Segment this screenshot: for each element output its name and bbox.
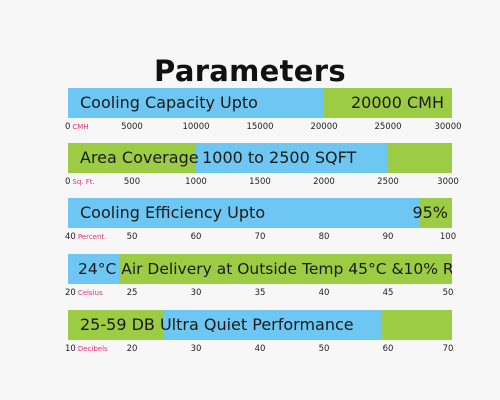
tick-label: 50: [126, 232, 138, 242]
tick-label: 20: [126, 344, 138, 354]
parameter-label: Cooling Capacity Upto: [80, 93, 258, 112]
bar-segment: [388, 143, 452, 173]
parameter-row: 25-59 DB Ultra Quiet Performance 10 Decibe…: [0, 310, 500, 362]
bar-segment: [68, 310, 164, 340]
tick-label: 20 Celsius: [65, 288, 103, 298]
tick-label: 5000: [121, 122, 143, 132]
bar-segment: [164, 310, 382, 340]
tick-label: 3000: [437, 177, 459, 187]
tick-label-value: 10: [65, 344, 76, 354]
tick-label: 100: [439, 232, 457, 242]
tick-label: 35: [254, 288, 266, 298]
tick-label: 45: [382, 288, 394, 298]
parameter-label: Cooling Efficiency Upto: [80, 203, 266, 222]
unit-label: Celsius: [77, 289, 103, 297]
tick-label: 60: [190, 232, 202, 242]
tick-label: 40: [318, 288, 330, 298]
tick-label: 0 Sq. Ft.: [65, 177, 95, 187]
page-title: Parameters: [154, 54, 346, 88]
parameter-row: Cooling Efficiency Upto 95% 40 Percent. 50 60…: [0, 198, 500, 250]
tick-label: 25000: [374, 122, 402, 132]
bar-segment: [68, 143, 196, 173]
bar-segment: [324, 88, 452, 118]
bar-segment: [381, 310, 452, 340]
axis-ticks: 0 Sq. Ft. 500 1000 1500 2000 2500 3000: [0, 177, 500, 191]
parameter-bar: Area Coverage 1000 to 2500 SQFT: [68, 143, 452, 173]
parameter-label: Area Coverage: [80, 148, 199, 167]
tick-label-value: 0: [65, 177, 71, 187]
unit-label: Decibels: [77, 345, 108, 353]
tick-label: 2500: [377, 177, 399, 187]
tick-label: 1000: [185, 177, 207, 187]
bar-segment: [68, 198, 420, 228]
tick-label: 60: [382, 344, 394, 354]
tick-label: 500: [123, 177, 141, 187]
parameter-bar: Cooling Capacity Upto 20000 CMH: [68, 88, 452, 118]
tick-label: 20000: [310, 122, 338, 132]
tick-label: 40 Percent.: [65, 232, 106, 242]
tick-label: 1500: [249, 177, 271, 187]
tick-label: 70: [254, 232, 266, 242]
tick-label: 50: [318, 344, 330, 354]
tick-label-value: 20: [65, 288, 76, 298]
bar-segment: [68, 254, 120, 284]
parameter-bar: Cooling Efficiency Upto 95%: [68, 198, 452, 228]
bar-segment: [119, 254, 452, 284]
axis-ticks: 10 Decibels 20 30 40 50 60 70: [0, 344, 500, 358]
tick-label-value: 0: [65, 122, 71, 132]
tick-label: 30: [190, 288, 202, 298]
parameter-bar: 25-59 DB Ultra Quiet Performance: [68, 310, 452, 340]
parameter-row: 24°C Air Delivery at Outside Temp 45°C &…: [0, 254, 500, 306]
tick-label: 25: [126, 288, 138, 298]
tick-label: 80: [318, 232, 330, 242]
axis-ticks: 0 CMH 5000 10000 15000 20000 25000 30000: [0, 122, 500, 136]
tick-label: 15000: [246, 122, 274, 132]
parameter-row: Cooling Capacity Upto 20000 CMH 0 CMH 5000 10…: [0, 88, 500, 140]
tick-label: 70: [442, 344, 454, 354]
parameter-label: 24°C Air Delivery at Outside Temp 45°C &…: [78, 260, 452, 278]
bar-segment: [196, 143, 388, 173]
axis-ticks: 20 Celsius 25 30 35 40 45 50: [0, 288, 500, 302]
bar-segment: [420, 198, 452, 228]
tick-label: 10000: [182, 122, 210, 132]
tick-label: 30: [190, 344, 202, 354]
axis-ticks: 40 Percent. 50 60 70 80 90 100: [0, 232, 500, 246]
tick-label: 50: [442, 288, 454, 298]
parameter-value: 1000 to 2500 SQFT: [202, 148, 357, 167]
tick-label-value: 40: [65, 232, 76, 242]
tick-label: 2000: [313, 177, 335, 187]
unit-label: Percent.: [77, 233, 107, 241]
tick-label: 10 Decibels: [65, 344, 108, 354]
tick-label: 0 CMH: [65, 122, 89, 132]
tick-label: 30000: [434, 122, 462, 132]
parameter-row: Area Coverage 1000 to 2500 SQFT 0 Sq. Ft. 50…: [0, 143, 500, 195]
bar-segment: [68, 88, 324, 118]
tick-label: 90: [382, 232, 394, 242]
parameter-bar: 24°C Air Delivery at Outside Temp 45°C &…: [68, 254, 452, 284]
parameter-label: 25-59 DB Ultra Quiet Performance: [80, 315, 354, 334]
unit-label: CMH: [72, 123, 89, 131]
unit-label: Sq. Ft.: [72, 178, 95, 186]
tick-label: 40: [254, 344, 266, 354]
parameter-value: 20000 CMH: [351, 93, 444, 112]
parameter-value: 95%: [412, 203, 448, 222]
